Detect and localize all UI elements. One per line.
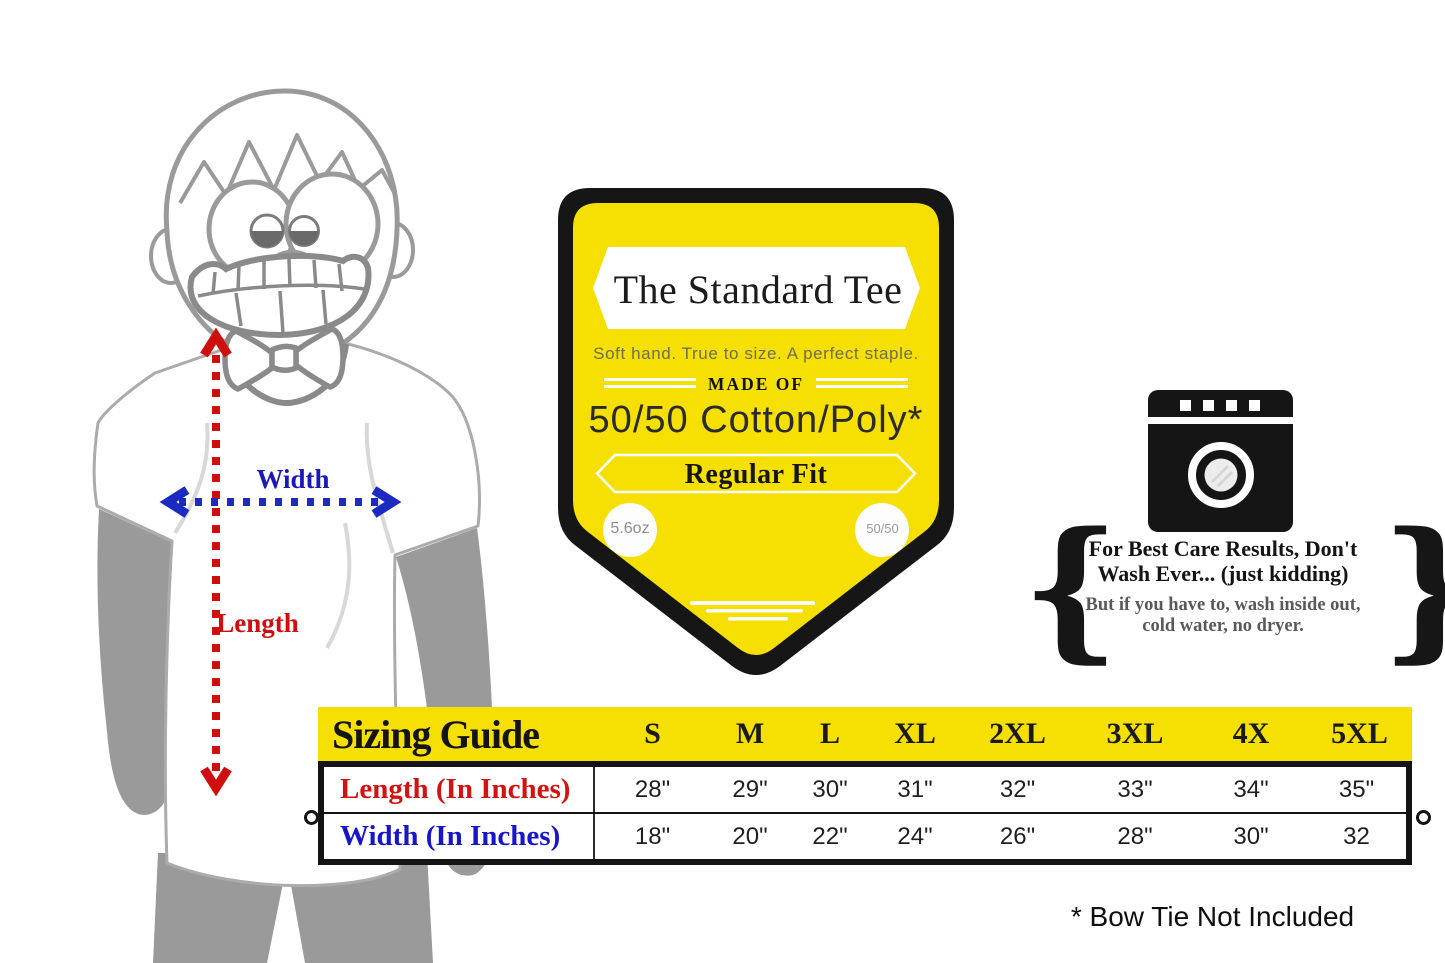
table-cell: 24"	[897, 822, 933, 850]
table-cell: 29"	[732, 775, 768, 803]
table-cell: 18"	[634, 822, 671, 850]
right-brace: }	[1381, 512, 1445, 664]
care-note-line2: cold water, no dryer.	[1142, 616, 1304, 637]
length-row-label: Length (In Inches)	[324, 767, 595, 812]
grin	[187, 252, 372, 339]
blend-circle-badge	[855, 503, 909, 557]
person-illustration	[92, 88, 495, 963]
badge-material: 50/50 Cotton/Poly*	[588, 399, 924, 441]
sizing-table-body: Length (In Inches) 28" 29" 30" 31" 32" 3…	[318, 761, 1412, 865]
table-cell: 28"	[1117, 822, 1153, 850]
table-cell: 30"	[1233, 822, 1269, 850]
table-cell: 34"	[1233, 775, 1269, 803]
left-ring	[304, 810, 319, 825]
table-cell: 30"	[812, 775, 848, 803]
table-cell: 28"	[634, 775, 671, 803]
column-header-m: M	[735, 717, 765, 750]
length-label: Length	[216, 608, 299, 638]
badge-blend: 50/50	[866, 521, 899, 536]
width-row-label: Width (In Inches)	[324, 814, 595, 859]
footnote: * Bow Tie Not Included	[1070, 901, 1355, 932]
badge-tagline: Soft hand. True to size. A perfect stapl…	[593, 344, 919, 363]
fit-banner	[595, 453, 917, 494]
table-cell: 20"	[732, 822, 768, 850]
care-note: But if you have to, wash inside out, col…	[1048, 595, 1398, 638]
badge-made-of: MADE OF	[707, 374, 805, 394]
care-headline-line1: For Best Care Results, Don't	[1088, 536, 1358, 561]
table-cell: 35"	[1338, 775, 1375, 803]
column-header-3xl: 3XL	[1106, 717, 1164, 750]
length-row: Length (In Inches) 28" 29" 30" 31" 32" 3…	[324, 767, 1406, 814]
table-cell: 33"	[1117, 775, 1153, 803]
care-note-line1: But if you have to, wash inside out,	[1085, 595, 1361, 615]
left-arm-silhouette	[97, 509, 172, 815]
right-ring	[1416, 810, 1431, 825]
title-banner	[593, 247, 920, 329]
length-arrow	[200, 327, 232, 797]
sizing-table-header: Sizing Guide S M L XL 2XL 3XL 4X 5XL	[318, 707, 1412, 761]
table-cell: 32	[1343, 822, 1370, 850]
column-header-4x: 4X	[1232, 717, 1270, 750]
table-cell: 22"	[812, 822, 848, 850]
product-badge	[558, 188, 954, 675]
bow-tie	[222, 326, 346, 392]
width-label: Width	[256, 464, 330, 494]
column-header-l: L	[819, 717, 840, 750]
width-arrow	[159, 486, 402, 518]
column-header-s: S	[644, 717, 661, 750]
column-header-2xl: 2XL	[989, 717, 1046, 750]
care-headline-line2: Wash Ever... (just kidding)	[1097, 560, 1349, 586]
washing-machine-icon	[1148, 390, 1293, 532]
table-title: Sizing Guide	[332, 711, 540, 757]
badge-title: The Standard Tee	[613, 267, 903, 312]
sizing-table: Sizing Guide S M L XL 2XL 3XL 4X 5XL Len…	[318, 707, 1412, 865]
badge-fit: Regular Fit	[684, 459, 828, 490]
column-header-5xl: 5XL	[1331, 717, 1388, 750]
weight-circle-badge	[603, 503, 657, 557]
column-header-xl: XL	[894, 717, 936, 750]
table-cell: 31"	[897, 775, 933, 803]
table-cell: 26"	[999, 822, 1036, 850]
width-row: Width (In Inches) 18" 20" 22" 24" 26" 28…	[324, 814, 1406, 859]
table-cell: 32"	[999, 775, 1036, 803]
badge-weight: 5.6oz	[610, 520, 650, 537]
care-headline: For Best Care Results, Don't Wash Ever..…	[1058, 536, 1388, 586]
